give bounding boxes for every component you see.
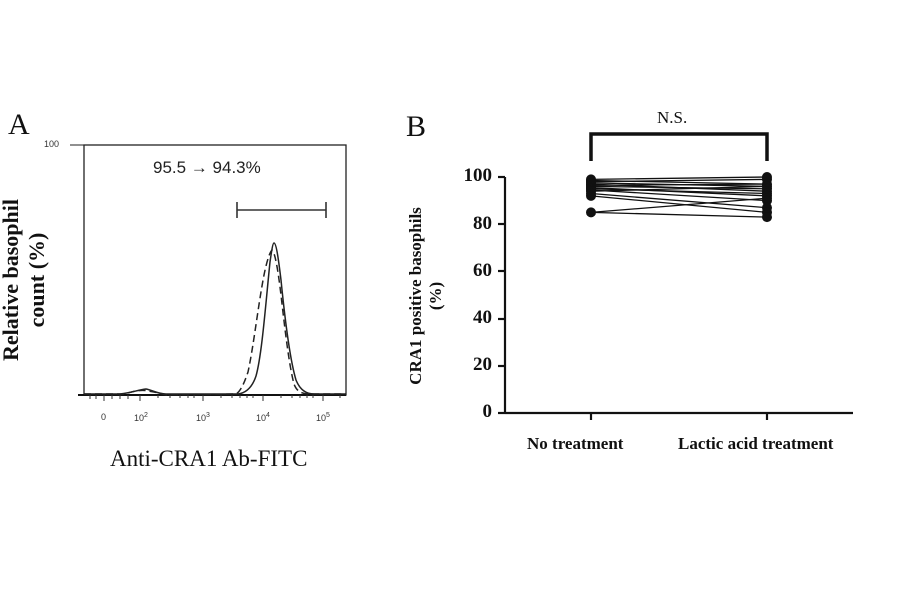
panel-a-xticks — [89, 395, 341, 401]
panel-a-xtick-4: 105 — [316, 412, 330, 423]
panel-b-paired-lines — [590, 176, 768, 218]
panel-b-ytick-80: 80 — [473, 213, 492, 234]
panel-a-ytick-100: 100 — [44, 139, 60, 149]
panel-b-ytick-60: 60 — [473, 260, 492, 281]
panel-b-axes — [498, 175, 853, 420]
panel-a-xtick-3: 104 — [256, 412, 270, 423]
panel-b-category-no-treatment: No treatment — [527, 434, 624, 453]
panel-a-dashed-curve — [84, 249, 346, 396]
panel-a-xtick-1: 102 — [134, 412, 148, 423]
panel-a-xtick-0: 0 — [101, 412, 107, 422]
panel-b-significance-label: N.S. — [657, 108, 688, 127]
panel-a-xtick-2: 103 — [196, 412, 210, 423]
panel-a-xlabel: Anti-CRA1 Ab-FITC — [110, 446, 308, 471]
panel-b-category-lactic-acid: Lactic acid treatment — [678, 434, 834, 453]
panel-b-letter: B — [406, 110, 427, 143]
panel-b-ytick-0: 0 — [482, 401, 493, 422]
panel-a-solid-curve — [84, 242, 346, 395]
panel-a-letter: A — [8, 108, 30, 141]
panel-b-points-lactic-acid — [762, 172, 772, 223]
panel-b-ytick-20: 20 — [473, 354, 492, 375]
panel-b-ytick-100: 100 — [463, 165, 493, 186]
panel-a-gate — [236, 202, 327, 218]
panel-b-significance-bracket — [589, 132, 769, 161]
panel-b-ytick-40: 40 — [473, 307, 492, 328]
panel-b-points-no-treatment — [586, 174, 596, 218]
panel-a-annotation: 95.5 → 94.3% — [153, 158, 261, 177]
